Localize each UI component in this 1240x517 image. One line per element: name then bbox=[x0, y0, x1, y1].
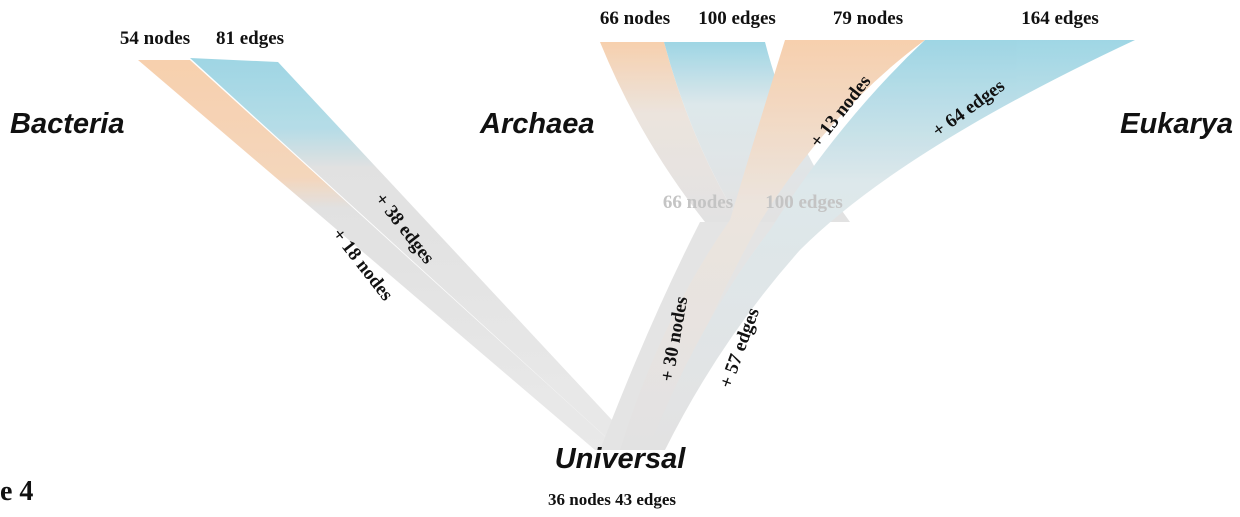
eukarya-label: Eukarya bbox=[1120, 108, 1233, 140]
ancestor-nodes: 66 nodes bbox=[663, 192, 733, 213]
archaea-nodes: 66 nodes bbox=[600, 8, 670, 29]
figure-label: e 4 bbox=[0, 476, 33, 507]
ancestor-edges: 100 edges bbox=[765, 192, 843, 213]
archaea-edges: 100 edges bbox=[698, 8, 776, 29]
eukarya-edges: 164 edges bbox=[1021, 8, 1099, 29]
bacteria-nodes: 54 nodes bbox=[120, 28, 190, 49]
archaea-label: Archaea bbox=[479, 108, 594, 140]
tree-diagram: 54 nodes 81 edges 66 nodes 100 edges 79 … bbox=[0, 0, 1240, 517]
eukarya-nodes: 79 nodes bbox=[833, 8, 903, 29]
root-label: Universal bbox=[555, 443, 687, 475]
bacteria-edges: 81 edges bbox=[216, 28, 284, 49]
root-summary: 36 nodes 43 edges bbox=[548, 490, 676, 509]
bacteria-label: Bacteria bbox=[10, 108, 124, 140]
